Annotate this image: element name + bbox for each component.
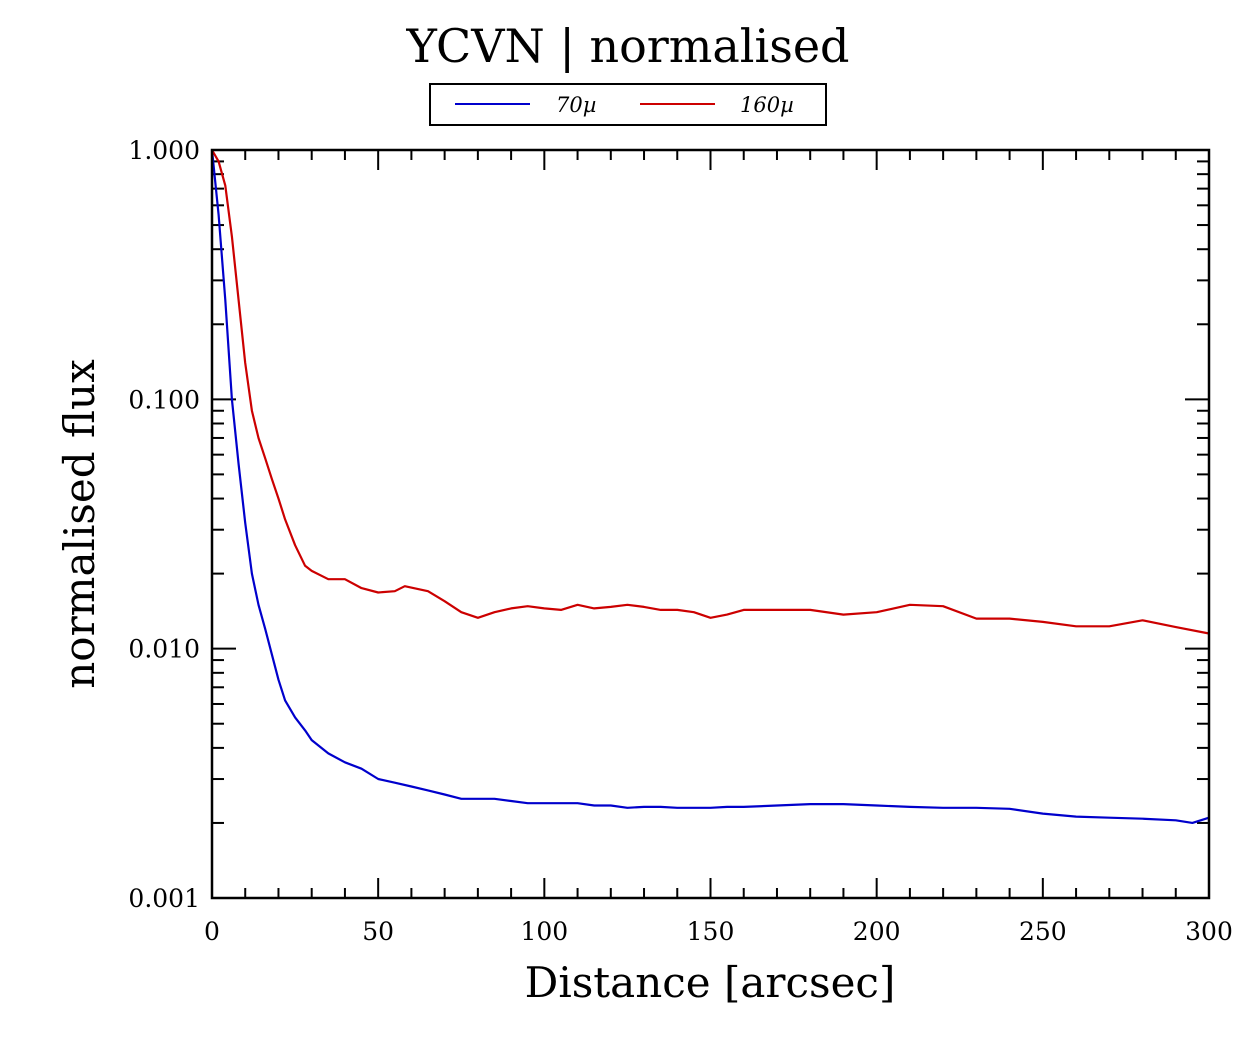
legend-label-160: 160µ bbox=[740, 93, 794, 117]
x-tick-label: 300 bbox=[1185, 917, 1233, 946]
series-layer bbox=[210, 149, 1210, 825]
x-tick-label: 250 bbox=[1019, 917, 1067, 946]
y-axis-label: normalised flux bbox=[55, 359, 104, 689]
y-tick-label: 0.001 bbox=[128, 884, 200, 913]
x-tick-label: 0 bbox=[204, 917, 220, 946]
series-line-70 bbox=[210, 149, 1210, 825]
chart-title: YCVN | normalised bbox=[405, 19, 849, 73]
plot-frame bbox=[210, 148, 1211, 900]
y-tick-label: 0.010 bbox=[128, 635, 200, 664]
legend: 70µ 160µ bbox=[429, 83, 827, 126]
series-line-160 bbox=[211, 149, 1210, 635]
x-tick-label: 100 bbox=[520, 917, 568, 946]
y-tick-label: 1.000 bbox=[128, 136, 200, 165]
y-tick-label: 0.100 bbox=[128, 385, 200, 414]
legend-label-70: 70µ bbox=[556, 93, 596, 117]
x-tick-label: 50 bbox=[362, 917, 394, 946]
x-axis-label: Distance [arcsec] bbox=[525, 958, 896, 1007]
x-tick-label: 200 bbox=[853, 917, 901, 946]
tick-labels: 0 50 100 150 200 250 300 0.001 0.010 0.100 1.000 bbox=[128, 136, 1232, 946]
x-tick-label: 150 bbox=[687, 917, 735, 946]
